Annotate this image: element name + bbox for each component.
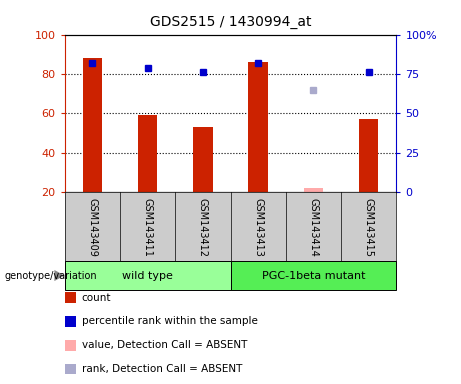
Text: GSM143414: GSM143414 — [308, 197, 319, 257]
Bar — [83, 58, 102, 192]
Text: PGC-1beta mutant: PGC-1beta mutant — [262, 270, 365, 281]
Bar — [359, 119, 378, 192]
Bar — [65, 261, 230, 290]
Text: rank, Detection Call = ABSENT: rank, Detection Call = ABSENT — [82, 364, 242, 374]
Text: GDS2515 / 1430994_at: GDS2515 / 1430994_at — [150, 15, 311, 29]
Text: GSM143415: GSM143415 — [364, 197, 374, 257]
Bar — [248, 62, 268, 192]
Text: GSM143413: GSM143413 — [253, 197, 263, 257]
Text: value, Detection Call = ABSENT: value, Detection Call = ABSENT — [82, 340, 247, 350]
Text: percentile rank within the sample: percentile rank within the sample — [82, 316, 258, 326]
Bar — [193, 127, 213, 192]
Bar — [230, 261, 396, 290]
Text: genotype/variation: genotype/variation — [5, 270, 97, 281]
Text: wild type: wild type — [122, 270, 173, 281]
Text: GSM143409: GSM143409 — [87, 197, 97, 257]
Text: GSM143412: GSM143412 — [198, 197, 208, 257]
Text: count: count — [82, 293, 111, 303]
Bar — [304, 188, 323, 192]
Polygon shape — [54, 270, 65, 281]
Bar — [138, 115, 157, 192]
Text: GSM143411: GSM143411 — [142, 197, 153, 257]
